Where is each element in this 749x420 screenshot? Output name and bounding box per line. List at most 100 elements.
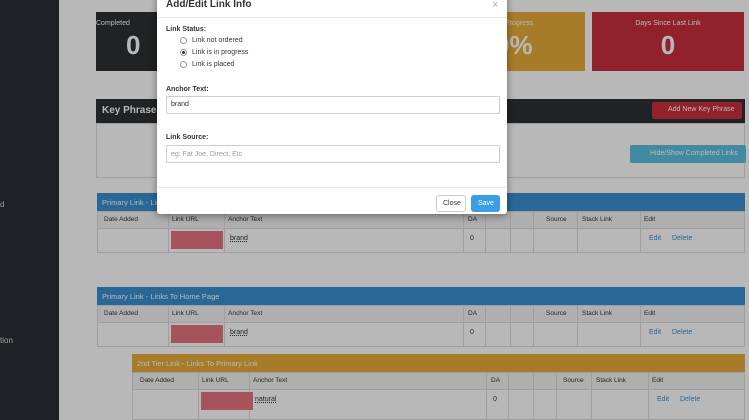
column-header: DA [468,216,478,223]
button-label: Close [443,200,461,207]
column-header: Link URL [172,216,199,223]
column-divider [510,305,511,347]
column-divider [168,211,169,253]
column-divider [591,372,592,420]
column-divider [577,211,578,253]
table-title: Primary Link - Links [102,198,168,207]
radio-label[interactable]: Link is in progress [192,49,249,56]
stat-label: Progress [505,20,534,27]
input-value: brand [171,101,189,108]
column-divider [556,372,557,420]
table-header [132,354,745,372]
modal-title: Add/Edit Link Info [166,0,252,10]
button-label: Hide/Show Completed Links [650,150,738,157]
radio[interactable] [180,37,187,44]
edit-link[interactable]: Edit [649,235,662,242]
column-divider [648,372,649,420]
column-header: Source [563,377,584,384]
input-placeholder: eg: Fat Joe, Direct, Etc [171,151,243,158]
column-header: Link URL [202,377,229,384]
button-label: Save [478,200,494,207]
stat-value: 0 [660,30,676,60]
anchor-text[interactable]: natural [255,396,277,403]
panel-title: Key Phrases [102,105,163,116]
radio[interactable] [180,61,187,68]
column-header: DA [468,310,478,317]
stat-value: 0 [126,30,141,60]
column-header-row [97,305,745,323]
link-url-swatch [171,231,223,249]
sidebar-item[interactable]: d [0,200,5,209]
button-label: Add New Key Phrase [668,106,735,113]
column-divider [485,305,486,347]
edit-link[interactable]: Edit [649,329,662,336]
link-url-swatch [171,325,223,343]
anchor-text[interactable]: brand [230,235,248,242]
column-header: Link URL [172,310,199,317]
table-title: Primary Link - Links To Home Page [102,292,220,301]
sidebar [0,0,59,420]
delete-link[interactable]: Delete [672,329,693,336]
column-header: Anchor Text [228,310,263,317]
modal-close-icon[interactable]: × [492,0,499,11]
da-value: 0 [493,396,497,403]
stat-label: Days Since Last Link [635,20,701,27]
radio-label[interactable]: Link not ordered [192,37,243,44]
stat-card: Days Since Last Link 0 [592,12,744,71]
radio[interactable] [180,49,187,56]
column-divider [640,305,641,347]
delete-link[interactable]: Delete [672,235,693,242]
modal [157,0,507,214]
column-divider [533,211,534,253]
column-divider [533,305,534,347]
edit-link[interactable]: Edit [657,396,670,403]
close-button[interactable] [436,195,466,212]
column-header: Edit [652,377,664,384]
column-divider [533,372,534,420]
column-header: Source [546,216,567,223]
column-header: Date Added [104,310,138,317]
column-header: Stack Link [582,310,612,317]
da-value: 0 [470,329,474,336]
sidebar-item[interactable]: tion [0,336,13,345]
column-header: Edit [644,310,656,317]
column-header: Date Added [104,216,138,223]
column-divider [168,305,169,347]
radio-label[interactable]: Link is placed [192,61,235,68]
column-divider [485,211,486,253]
table-title: 2nd Tier Link - Links To Primary Link [137,359,258,368]
column-header: Anchor Text [253,377,288,384]
modal-divider [157,187,507,188]
column-divider [463,305,464,347]
column-header: Source [546,310,567,317]
field-label: Link Status: [166,26,207,33]
anchor-text[interactable]: brand [230,329,248,336]
column-header: Stack Link [596,377,626,384]
field-label: Link Source: [166,134,209,141]
add-key-phrase-button[interactable] [652,102,742,119]
field-label: Anchor Text: [166,86,209,93]
column-divider [486,372,487,420]
radio-dot [182,51,185,54]
text-input[interactable] [166,145,500,163]
save-button[interactable] [471,195,500,212]
column-divider [198,372,199,420]
column-divider [577,305,578,347]
column-header: Date Added [140,377,174,384]
column-header: Stack Link [582,216,612,223]
text-input[interactable] [166,96,500,114]
column-header: DA [491,377,501,384]
column-divider [508,372,509,420]
column-divider [640,211,641,253]
toggle-completed-button[interactable] [630,145,746,163]
column-divider [224,305,225,347]
column-header: Edit [644,216,656,223]
table-header [97,287,745,305]
column-header: Anchor Text [228,216,263,223]
column-divider [463,211,464,253]
column-divider [510,211,511,253]
column-divider [224,211,225,253]
delete-link[interactable]: Delete [680,396,701,403]
modal-divider [157,17,507,18]
